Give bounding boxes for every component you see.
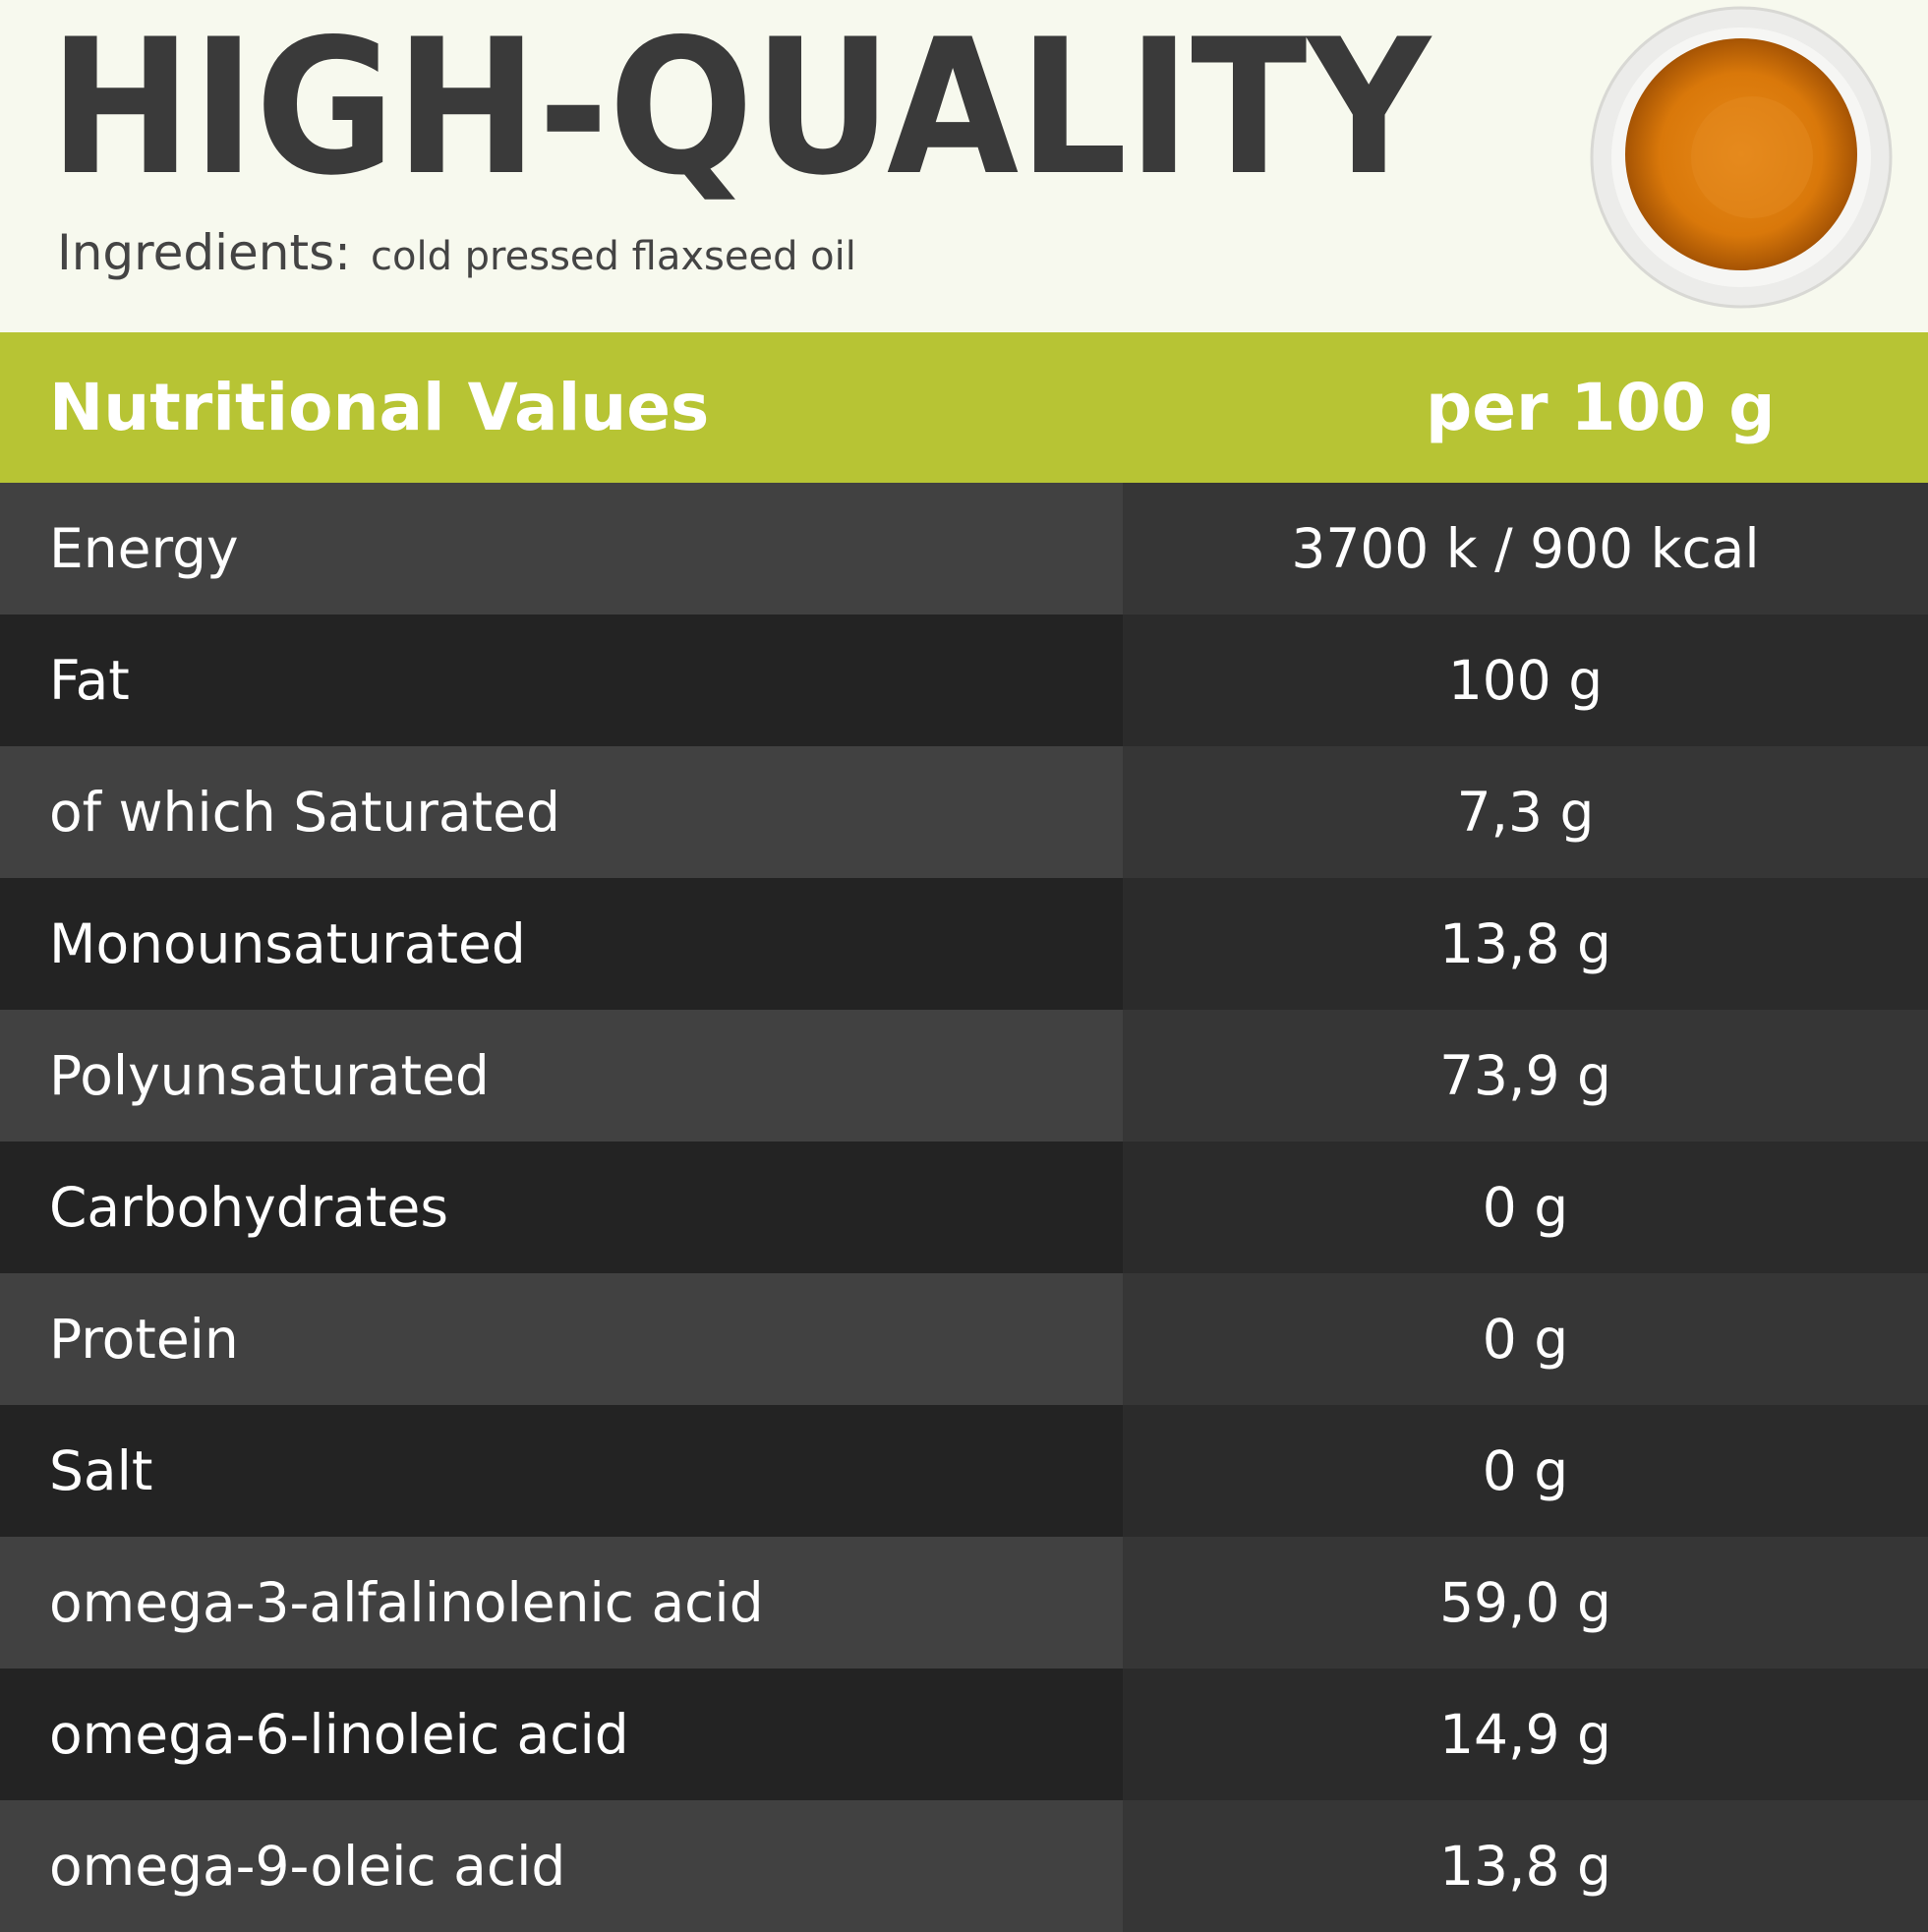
nutrient-name: omega-9-oleic acid bbox=[0, 1800, 1123, 1932]
nutrient-value: 13,8 g bbox=[1123, 1800, 1928, 1932]
nutrient-name: Protein bbox=[0, 1273, 1123, 1405]
oil-bowl-icon bbox=[1590, 6, 1893, 309]
nutrient-name: Energy bbox=[0, 483, 1123, 615]
nutrient-value: 13,8 g bbox=[1123, 878, 1928, 1010]
nutrient-name: Monounsaturated bbox=[0, 878, 1123, 1010]
table-row: of which Saturated 7,3 g bbox=[0, 746, 1928, 878]
nutrient-value: 0 g bbox=[1123, 1142, 1928, 1273]
nutrient-name: Salt bbox=[0, 1405, 1123, 1537]
nutrient-name: omega-6-linoleic acid bbox=[0, 1669, 1123, 1800]
nutrient-value: 3700 k / 900 kcal bbox=[1123, 483, 1928, 615]
table-row: Polyunsaturated 73,9 g bbox=[0, 1010, 1928, 1142]
nutrient-name: omega-3-alfalinolenic acid bbox=[0, 1537, 1123, 1669]
ingredients: Ingredients: cold pressed flaxseed oil bbox=[57, 224, 856, 281]
nutrient-value: 0 g bbox=[1123, 1273, 1928, 1405]
table-row: Salt 0 g bbox=[0, 1405, 1928, 1537]
nutrient-name: Carbohydrates bbox=[0, 1142, 1123, 1273]
nutrient-name: Polyunsaturated bbox=[0, 1010, 1123, 1142]
title: HIGH-QUALITY bbox=[49, 25, 1432, 202]
nutrient-name: Fat bbox=[0, 615, 1123, 746]
table-row: Fat 100 g bbox=[0, 615, 1928, 746]
nutrient-name: of which Saturated bbox=[0, 746, 1123, 878]
nutrient-value: 0 g bbox=[1123, 1405, 1928, 1537]
table-row: Carbohydrates 0 g bbox=[0, 1142, 1928, 1273]
table-row: omega-9-oleic acid 13,8 g bbox=[0, 1800, 1928, 1932]
title-box: HIGH-QUALITY bbox=[49, 25, 1432, 202]
table-row: omega-3-alfalinolenic acid 59,0 g bbox=[0, 1537, 1928, 1669]
header: HIGH-QUALITY Ingredients: cold pressed fl… bbox=[0, 0, 1928, 332]
table-header: Nutritional Values per 100 g bbox=[0, 332, 1928, 483]
header-unit: per 100 g bbox=[1426, 370, 1776, 445]
table-row: Energy 3700 k / 900 kcal bbox=[0, 483, 1928, 615]
nutrient-value: 14,9 g bbox=[1123, 1669, 1928, 1800]
nutrient-value: 59,0 g bbox=[1123, 1537, 1928, 1669]
header-label: Nutritional Values bbox=[49, 370, 710, 445]
table-row: Monounsaturated 13,8 g bbox=[0, 878, 1928, 1010]
nutrient-value: 7,3 g bbox=[1123, 746, 1928, 878]
table-row: omega-6-linoleic acid 14,9 g bbox=[0, 1669, 1928, 1800]
ingredients-label: Ingredients: bbox=[57, 224, 351, 281]
ingredients-value: cold pressed flaxseed oil bbox=[370, 234, 856, 279]
nutrient-value: 100 g bbox=[1123, 615, 1928, 746]
table-row: Protein 0 g bbox=[0, 1273, 1928, 1405]
nutrient-value: 73,9 g bbox=[1123, 1010, 1928, 1142]
